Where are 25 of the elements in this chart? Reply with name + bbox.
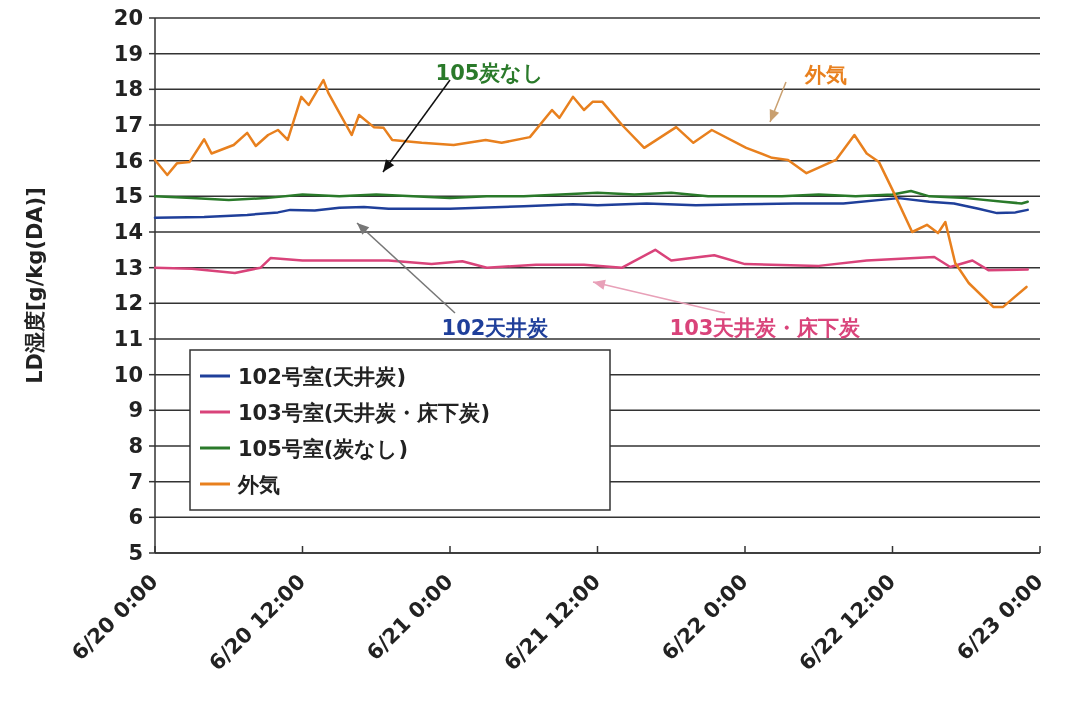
y-tick-label: 10 [113,362,143,387]
legend-label: 102号室(天井炭) [238,365,407,389]
y-axis-title: LD湿度[g/kg(DA)] [23,187,47,384]
y-tick-label: 13 [113,255,143,280]
y-tick-label: 15 [113,184,143,209]
y-tick-label: 12 [113,291,143,316]
y-tick-label: 6 [128,505,143,530]
annotation: 105炭なし [435,61,545,85]
y-tick-label: 11 [113,327,143,351]
y-tick-label: 19 [113,41,143,66]
y-tick-label: 5 [128,541,143,565]
annotation: 103天井炭・床下炭 [669,316,862,340]
y-tick-label: 7 [128,469,143,494]
y-tick-label: 14 [113,220,143,244]
y-tick-label: 8 [128,434,143,458]
legend-label: 103号室(天井炭・床下炭) [238,401,491,425]
legend-label: 105号室(炭なし) [238,437,409,461]
legend-label: 外気 [237,473,280,497]
annotation: 102天井炭 [441,316,550,340]
y-tick-label: 16 [113,148,143,173]
y-tick-label: 9 [128,398,143,423]
annotation: 外気 [804,63,847,87]
y-tick-label: 20 [113,6,143,30]
y-tick-label: 18 [113,77,143,102]
y-tick-label: 17 [113,113,143,137]
